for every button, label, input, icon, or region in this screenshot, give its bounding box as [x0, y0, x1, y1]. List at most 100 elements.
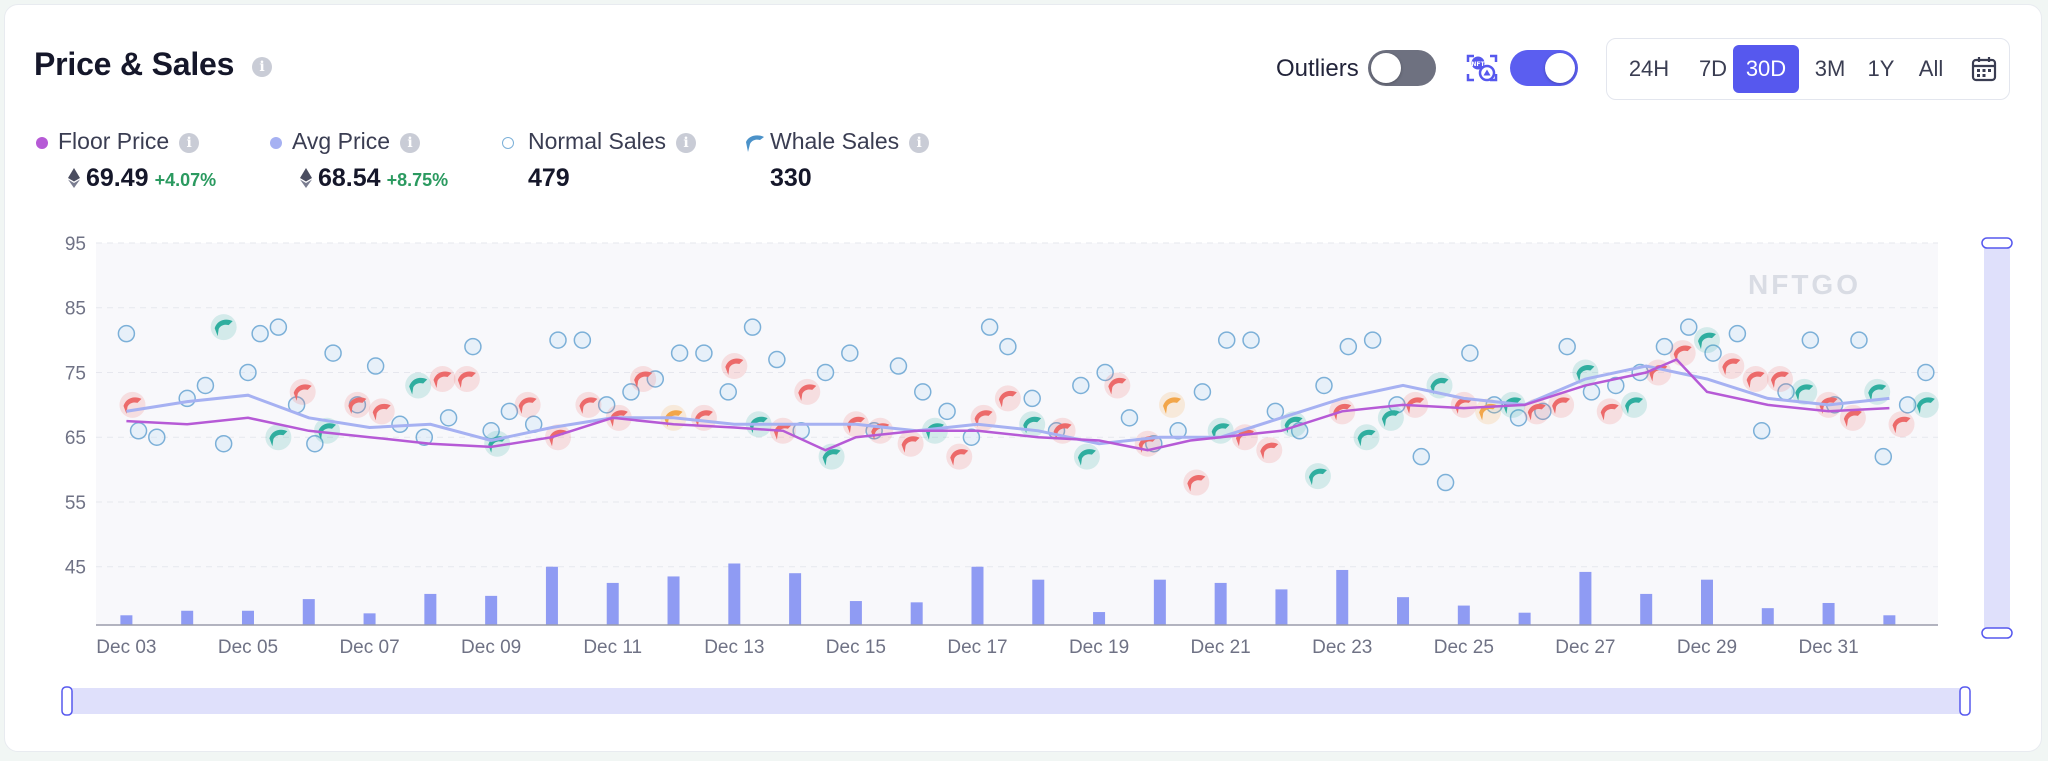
whale-sale-halo	[1742, 365, 1769, 392]
whale-sale-point	[409, 377, 428, 395]
whale-sale-point	[1576, 364, 1595, 382]
normal-sale-point	[962, 428, 981, 446]
info-icon[interactable]: i	[909, 132, 930, 153]
whale-sale-point	[123, 397, 142, 414]
calendar-icon[interactable]	[1971, 56, 1997, 82]
vertical-zoom-handle-top[interactable]	[1981, 237, 2013, 249]
horizontal-zoom-handle-left[interactable]	[61, 686, 73, 716]
vertical-zoom-track[interactable]	[1984, 240, 2010, 632]
legend-whale-sales[interactable]: Whale Sales i	[744, 128, 930, 155]
normal-sale-point	[214, 434, 233, 453]
whale-sale-point	[1430, 377, 1449, 395]
volume-bar	[1700, 579, 1713, 625]
normal-sale-point	[743, 318, 762, 336]
legend-label: Avg Price	[292, 128, 391, 154]
normal-sale-point	[1023, 389, 1041, 408]
whale-sale-point	[457, 371, 476, 388]
whale-sale-halo	[1019, 411, 1046, 438]
whale-sale-point	[998, 390, 1017, 408]
normal-sale-point	[1315, 376, 1333, 395]
normal-sale-point	[500, 402, 519, 421]
whale-sale-halo	[575, 391, 602, 418]
range-7d-button[interactable]: 7D	[1698, 56, 1728, 81]
range-30d-button[interactable]: 30D	[1733, 45, 1799, 93]
x-tick-label: Dec 19	[1069, 637, 1129, 658]
whale-sale-halo	[405, 372, 432, 399]
x-tick-label: Dec 25	[1434, 637, 1494, 658]
normal-sale-point	[622, 383, 640, 401]
volume-bar	[1640, 593, 1653, 625]
range-all-button[interactable]: All	[1918, 56, 1944, 81]
whale-sale-point	[609, 410, 628, 427]
avg-price-dot	[270, 136, 282, 149]
normal-sale-point	[1558, 337, 1576, 356]
whale-sale-halo	[1304, 463, 1331, 490]
normal-sale-point	[1096, 363, 1114, 382]
normal-sale-point	[1412, 447, 1431, 466]
horizontal-zoom-handle-right[interactable]	[1959, 686, 1971, 716]
floor-price-dot	[36, 136, 48, 149]
range-3m-button[interactable]: 3M	[1814, 56, 1846, 81]
whale-sale-halo	[368, 398, 395, 425]
normal-sale-point	[1655, 337, 1674, 356]
normal-sale-point	[1607, 376, 1625, 395]
whale-icon	[746, 135, 764, 152]
whale-sale-halo	[453, 365, 480, 392]
whale-sale-halo	[1073, 443, 1100, 470]
legend-label: Normal Sales	[528, 128, 667, 154]
whale-sale-point	[1843, 410, 1862, 427]
normal-sale-point	[670, 344, 689, 362]
x-tick-label: Dec 21	[1191, 637, 1251, 658]
x-tick-label: Dec 07	[339, 637, 399, 658]
vertical-zoom-handle-bottom[interactable]	[1981, 627, 2013, 639]
volume-bar	[1518, 612, 1531, 625]
whale-sale-halo	[344, 391, 371, 418]
toggle-knob	[1545, 53, 1575, 83]
whale-sale-point	[1868, 384, 1887, 401]
volume-bar	[1457, 605, 1470, 625]
legend-avg-price[interactable]: Avg Price i	[270, 128, 421, 155]
normal-sale-point	[573, 331, 592, 349]
x-tick-label: Dec 17	[947, 637, 1007, 658]
normal-sale-point	[1728, 324, 1747, 343]
x-tick-label: Dec 23	[1312, 637, 1372, 658]
info-icon[interactable]: i	[676, 132, 697, 153]
whale-sale-point	[318, 423, 337, 440]
whale-sale-point	[1023, 416, 1042, 434]
whale-sale-halo	[1183, 469, 1210, 496]
x-tick-label: Dec 15	[826, 637, 886, 658]
floor-price-stat: 69.49 +4.07%	[68, 164, 216, 193]
info-icon[interactable]: i	[252, 57, 272, 77]
whale-sale-halo	[265, 424, 292, 451]
normal-sale-point	[1363, 331, 1382, 349]
legend-floor-price[interactable]: Floor Price i	[36, 128, 200, 155]
info-icon[interactable]: i	[400, 132, 421, 153]
whale-sale-point	[694, 410, 713, 427]
whale-sale-halo	[1912, 391, 1939, 418]
legend-normal-sales[interactable]: Normal Sales i	[502, 128, 697, 155]
whale-sale-halo	[514, 391, 541, 418]
normal-sales-stat: 479	[528, 164, 570, 192]
normal-sale-point	[1874, 447, 1893, 466]
normal-sale-point	[251, 324, 269, 343]
whale-sale-point	[1673, 345, 1692, 363]
avg-price-stat: 68.54 +8.75%	[300, 164, 448, 193]
legend-label: Whale Sales	[770, 128, 900, 154]
normal-sale-point	[1169, 422, 1187, 440]
range-24h-button[interactable]: 24H	[1628, 56, 1670, 81]
volume-bar	[849, 601, 862, 625]
whale-sales-toggle[interactable]	[1510, 50, 1578, 86]
volume-bar	[606, 582, 619, 625]
outliers-toggle[interactable]	[1368, 50, 1436, 86]
whale-sale-halo	[897, 430, 924, 457]
horizontal-zoom-track[interactable]	[66, 688, 1966, 714]
normal-sale-point	[768, 350, 786, 369]
whale-sale-point	[1211, 423, 1230, 440]
eth-icon	[300, 168, 312, 188]
info-icon[interactable]: i	[179, 132, 200, 153]
y-tick-label: 45	[65, 558, 86, 579]
range-1y-button[interactable]: 1Y	[1867, 56, 1895, 81]
x-tick-label: Dec 09	[461, 637, 521, 658]
y-tick-label: 75	[65, 363, 86, 384]
normal-sale-point	[914, 383, 932, 401]
